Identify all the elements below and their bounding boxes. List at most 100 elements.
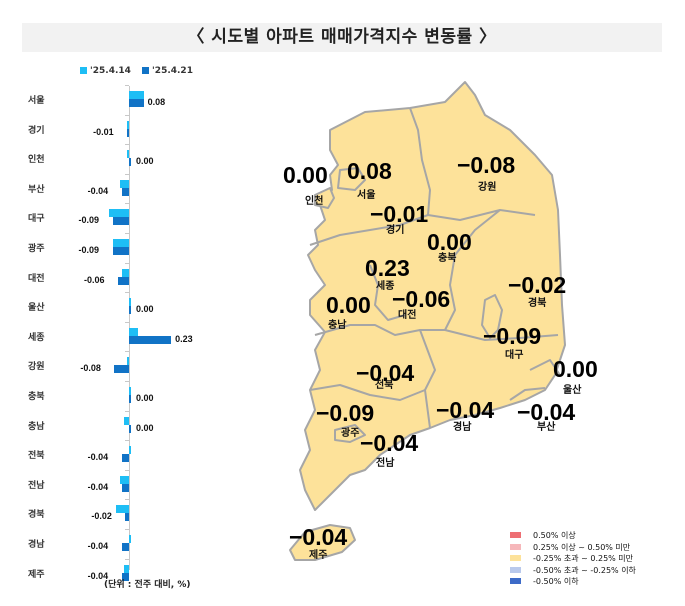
region-label: 서울: [28, 96, 45, 106]
map-legend-item: 0.50% 이상: [510, 530, 636, 542]
bar-prev-week: [129, 327, 139, 336]
border-gyeongnam: [419, 329, 436, 429]
data-label: -0.01: [93, 126, 114, 137]
map-region-name: 세종: [376, 281, 395, 292]
map-value: −0.04: [436, 397, 495, 423]
region-label: 제주: [28, 569, 45, 580]
bar-prev-week: [129, 535, 131, 543]
legend-swatch-icon: [510, 543, 521, 550]
bar-curr-week: [112, 217, 129, 226]
map-value: −0.04: [360, 430, 419, 456]
region-label: 대전: [28, 273, 45, 284]
map-region-name: 인천: [305, 196, 324, 207]
axis-tick: [125, 203, 129, 205]
border-gyeongbuk-gyeongnam: [444, 329, 559, 341]
map-region-name: 서울: [357, 190, 376, 201]
mainland-shape: [299, 81, 566, 511]
map-region-name: 충북: [438, 253, 457, 264]
bar-prev-week: [123, 416, 129, 425]
bar-curr-week: [125, 513, 129, 522]
bar-prev-week: [123, 564, 129, 573]
map-region-name: 경북: [528, 298, 547, 309]
border-chungnam-jeonbuk: [314, 324, 445, 336]
bar-prev-week: [127, 120, 129, 129]
map-value: −0.01: [370, 201, 429, 227]
bar-prev-week: [121, 268, 129, 277]
map-value: −0.08: [457, 152, 516, 178]
unit-note: (단위 : 전주 대비, %): [104, 580, 191, 590]
map-region-name: 대구: [505, 350, 524, 361]
data-label: -0.04: [87, 185, 109, 196]
bar-curr-week: [121, 572, 129, 581]
legend-item-curr: '25.4.21: [142, 66, 193, 76]
region-label: 세종: [28, 332, 45, 343]
bar-prev-week: [129, 387, 131, 395]
map-value: 0.23: [365, 255, 410, 281]
border-chungbuk-gyeongbuk: [444, 209, 501, 331]
bar-prev-week: [119, 179, 129, 188]
map-legend-label: 0.25% 이상 ~ 0.50% 미만: [533, 542, 631, 552]
jeju-shape: [289, 524, 356, 561]
axis-tick: [125, 499, 129, 501]
axis-tick: [125, 351, 129, 353]
region-label: 충남: [28, 421, 45, 432]
map-region-name: 제주: [309, 550, 328, 561]
incheon-shape: [314, 187, 335, 209]
map-legend-label: 0.50% 이상: [533, 531, 576, 540]
map-region-name: 충남: [328, 320, 347, 331]
map-region-name: 전북: [375, 380, 394, 391]
map-region-name: 전남: [376, 458, 395, 469]
border-ulsan: [529, 359, 561, 376]
map-value: 0.00: [326, 292, 371, 318]
data-label: 0.00: [136, 156, 154, 167]
legend-swatch-icon: [510, 566, 521, 573]
map-legend-item: -0.50% 초과 ~ -0.25% 이하: [510, 565, 636, 577]
axis-tick: [125, 173, 129, 175]
chart-title: 〈 시도별 아파트 매매가격지수 변동률 〉: [22, 23, 662, 52]
bar-prev-week: [108, 209, 129, 218]
map-region-name: 광주: [341, 428, 360, 439]
legend-label-prev: '25.4.14: [90, 66, 131, 76]
korea-map: [289, 81, 566, 561]
bar-prev-week: [112, 239, 129, 247]
axis-tick: [125, 85, 129, 86]
data-label: 0.00: [136, 422, 154, 433]
bar-prev-week: [127, 150, 129, 159]
bar-curr-week: [121, 454, 129, 463]
map-value: −0.04: [356, 360, 415, 386]
axis-tick: [125, 292, 129, 294]
map-legend-label: -0.50% 초과 ~ -0.25% 이하: [533, 565, 636, 575]
map-legend-item: 0.25% 이상 ~ 0.50% 미만: [510, 542, 636, 554]
axis-tick: [125, 114, 129, 116]
region-label: 전남: [28, 480, 45, 491]
bar-legend: '25.4.14 '25.4.21: [80, 66, 201, 76]
map-region-name: 강원: [478, 182, 497, 193]
border-seoul: [337, 167, 366, 191]
axis-tick: [125, 469, 129, 471]
border-gwangju: [334, 424, 366, 443]
bar-curr-week: [112, 247, 129, 255]
map-region-name: 부산: [537, 422, 556, 433]
bar-curr-week: [129, 335, 172, 344]
data-label: -0.09: [78, 245, 100, 255]
bar-prev-week: [129, 298, 131, 307]
legend-item-prev: '25.4.14: [80, 66, 131, 76]
data-label: -0.04: [87, 452, 109, 463]
map-region-name: 경기: [386, 225, 405, 236]
border-sejong-daejeon: [369, 264, 406, 321]
map-value: −0.04: [517, 399, 576, 425]
region-label: 울산: [28, 303, 45, 314]
map-value: 0.00: [427, 229, 472, 255]
region-label: 경남: [28, 540, 45, 550]
axis-tick: [125, 440, 129, 442]
axis-tick: [125, 410, 129, 412]
axis-tick: [125, 321, 129, 323]
bar-curr-week: [129, 158, 131, 167]
bar-curr-week: [118, 276, 129, 285]
data-label: 0.00: [136, 304, 154, 315]
map-value: 0.00: [553, 356, 598, 382]
region-label: 대구: [28, 214, 45, 225]
bar-curr-week: [121, 543, 129, 551]
map-legend-label: -0.25% 초과 ~ 0.25% 미만: [533, 554, 634, 563]
map-value: −0.04: [289, 524, 348, 550]
